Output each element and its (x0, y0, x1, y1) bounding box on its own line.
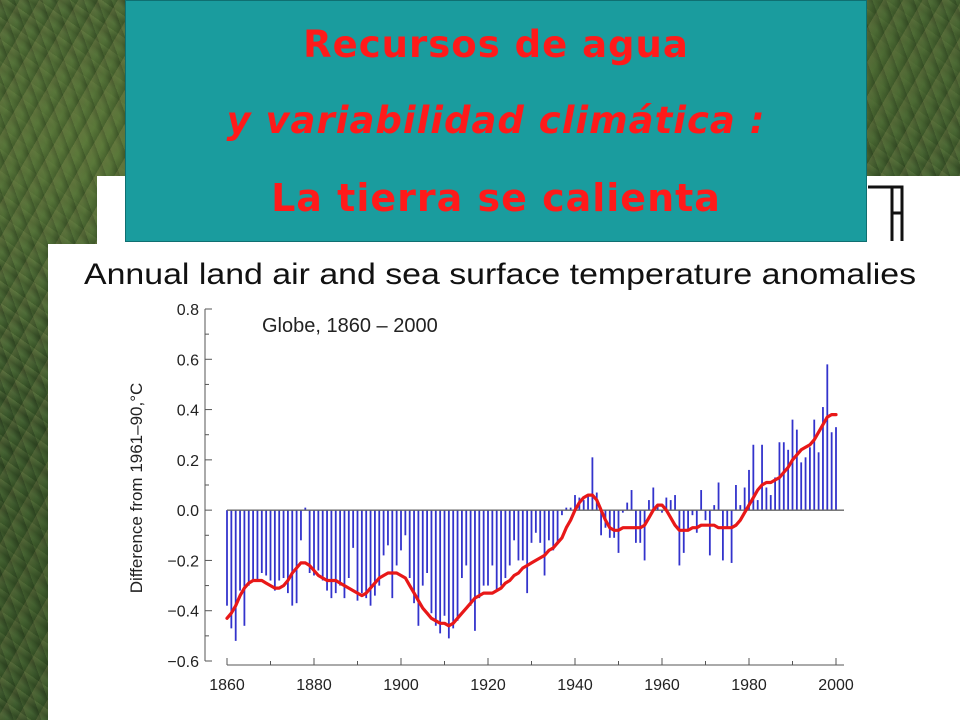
chart-title: Annual land air and sea surface temperat… (84, 258, 916, 291)
y-tick-label: 0.2 (177, 453, 199, 470)
x-tick-label: 1980 (731, 677, 767, 694)
y-axis-label: Difference from 1961–90,°C (127, 383, 146, 594)
y-tick-label: 0.8 (177, 302, 199, 319)
y-tick-label: −0.2 (167, 553, 199, 570)
chart-axes (204, 308, 844, 666)
x-tick-label: 1920 (470, 677, 506, 694)
x-tick-label: 1940 (557, 677, 593, 694)
chart-subtitle: Globe, 1860 – 2000 (262, 315, 438, 337)
x-tick-label: 1860 (209, 677, 245, 694)
x-tick-label: 1960 (644, 677, 680, 694)
bar-series (226, 364, 837, 641)
y-tick-label: −0.6 (167, 654, 199, 671)
slide-title-line-3: La tierra se calienta (271, 176, 721, 220)
x-tick-label: 1880 (296, 677, 332, 694)
smoothed-line (225, 413, 838, 628)
y-tick-label: −0.4 (167, 604, 199, 621)
figure-panel (48, 244, 960, 720)
x-tick-label: 2000 (818, 677, 854, 694)
x-tick-label: 1900 (383, 677, 419, 694)
y-tick-label: 0.0 (177, 503, 199, 520)
figure-edge-artifact (868, 185, 904, 241)
tick-labels: 0.8 0.6 0.4 0.2 0.0 −0.2 −0.4 −0.6 1860 1880 1900 1… (167, 302, 853, 694)
slide-title-box: Recursos de agua y variabilidad climátic… (125, 0, 867, 242)
y-tick-label: 0.6 (177, 352, 199, 369)
slide-title-line-1: Recursos de agua (303, 23, 689, 66)
slide-title-line-2: y variabilidad climática : (226, 99, 766, 142)
y-tick-label: 0.4 (177, 403, 199, 420)
smoothed-curve (225, 413, 838, 628)
